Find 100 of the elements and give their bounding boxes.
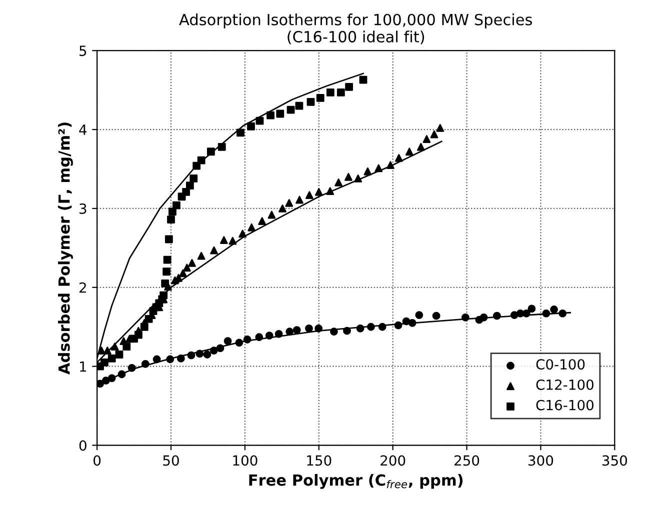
point <box>186 182 194 190</box>
point <box>286 328 294 336</box>
point <box>326 88 334 96</box>
point <box>140 322 148 331</box>
point <box>235 338 244 347</box>
point <box>354 174 362 182</box>
point <box>415 311 424 319</box>
x-tick-label: 200 <box>380 455 406 466</box>
point <box>108 354 116 362</box>
point <box>255 333 264 342</box>
legend-label: C12-100 <box>536 379 594 390</box>
point <box>542 310 550 318</box>
y-tick-label: 4 <box>79 124 87 135</box>
point <box>220 236 228 244</box>
point <box>374 164 383 172</box>
point <box>336 88 345 96</box>
x-tick-label: 350 <box>602 455 627 466</box>
point <box>100 358 108 366</box>
point <box>364 167 372 176</box>
point <box>190 174 198 182</box>
point <box>187 351 196 360</box>
point <box>97 380 104 388</box>
point <box>314 188 323 196</box>
point <box>366 322 375 331</box>
y-tick-label: 3 <box>80 203 86 214</box>
point <box>378 322 386 331</box>
point <box>164 235 173 244</box>
point <box>432 312 440 320</box>
y-axis-title: Adsorbed Polymer (Γ, mg/m²) <box>58 122 73 375</box>
point <box>268 210 276 219</box>
point <box>98 346 106 355</box>
point <box>144 315 153 323</box>
point <box>343 326 351 335</box>
point <box>436 124 444 132</box>
x-tick-label: 150 <box>307 455 332 466</box>
point <box>265 332 274 340</box>
point <box>108 374 116 382</box>
point <box>218 142 226 151</box>
x-tick-label: 100 <box>233 455 258 466</box>
point <box>238 230 247 238</box>
point <box>286 106 295 114</box>
point <box>285 198 294 207</box>
point <box>134 330 142 339</box>
point <box>314 324 323 332</box>
point <box>197 252 206 260</box>
point <box>168 208 176 216</box>
point <box>188 258 196 267</box>
point <box>110 342 119 351</box>
y-tick-label: 1 <box>80 361 86 372</box>
point <box>522 310 530 318</box>
point <box>115 350 124 358</box>
point <box>172 201 180 210</box>
point <box>550 306 558 314</box>
point <box>510 311 518 319</box>
point <box>167 216 175 224</box>
point <box>305 324 313 332</box>
point <box>276 110 284 118</box>
point <box>461 313 470 322</box>
point <box>216 344 224 352</box>
point <box>405 148 414 156</box>
point <box>408 318 416 327</box>
point <box>228 236 237 245</box>
point <box>266 111 274 120</box>
point <box>394 154 403 162</box>
point <box>161 280 170 288</box>
point <box>386 161 394 170</box>
point <box>345 82 353 91</box>
point <box>274 330 283 338</box>
point <box>292 326 301 334</box>
point <box>183 264 191 272</box>
point <box>430 130 438 138</box>
point <box>206 148 215 156</box>
y-tick-label: 5 <box>80 46 86 56</box>
point <box>256 116 264 125</box>
point <box>243 336 252 344</box>
point <box>210 346 218 355</box>
point <box>480 313 488 322</box>
point <box>422 135 431 143</box>
point <box>558 310 567 318</box>
point <box>179 269 187 278</box>
point <box>330 328 338 336</box>
y-tick-label: 2 <box>80 282 86 293</box>
point <box>258 217 266 226</box>
point <box>296 196 304 204</box>
point <box>248 223 256 232</box>
point <box>197 156 206 164</box>
point <box>166 355 174 364</box>
legend-label: C0-100 <box>536 359 585 370</box>
point <box>224 337 232 346</box>
point <box>359 76 368 84</box>
point <box>192 162 201 170</box>
point <box>182 188 190 196</box>
x-tick-label: 300 <box>528 455 554 466</box>
legend-label: C16-100 <box>536 400 594 410</box>
point <box>356 324 364 332</box>
point <box>492 312 501 320</box>
point <box>118 370 126 378</box>
point <box>295 102 304 110</box>
point <box>196 350 204 358</box>
point <box>316 94 324 102</box>
